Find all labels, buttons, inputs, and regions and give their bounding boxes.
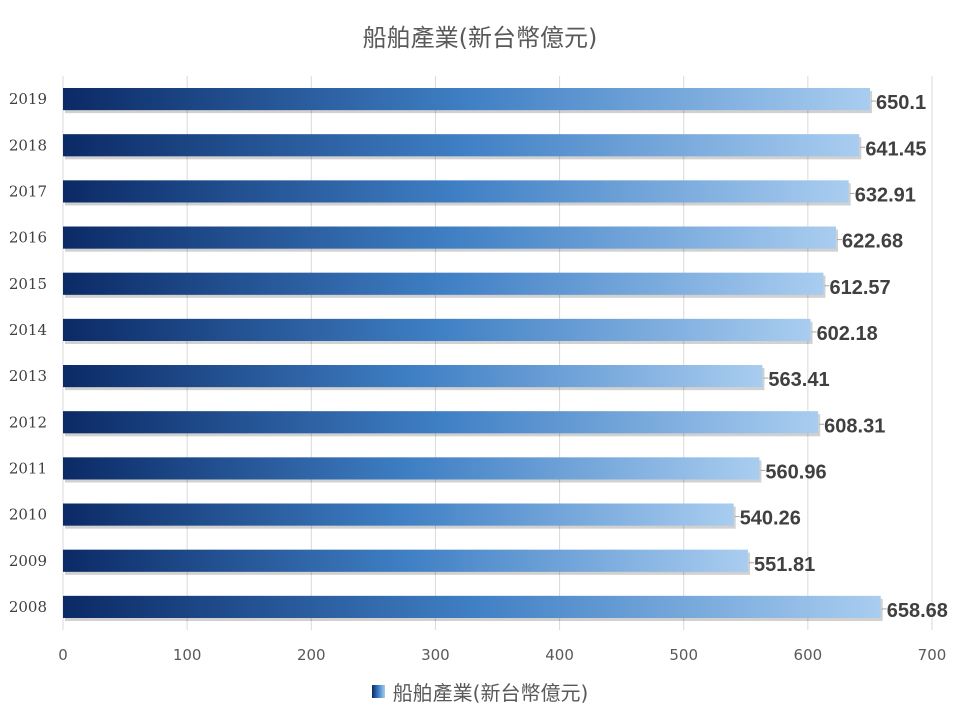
y-tick-label: 2011 bbox=[9, 459, 47, 477]
data-label: 551.81 bbox=[754, 554, 815, 576]
y-tick-label: 2013 bbox=[9, 367, 47, 385]
y-tick-label: 2017 bbox=[9, 182, 47, 200]
y-tick-label: 2015 bbox=[9, 275, 47, 293]
x-tick-label: 200 bbox=[297, 646, 326, 664]
data-label: 641.45 bbox=[865, 138, 926, 160]
bar bbox=[63, 411, 819, 434]
data-label: 560.96 bbox=[765, 461, 826, 483]
x-tick-label: 600 bbox=[794, 646, 823, 664]
x-tick-label: 500 bbox=[669, 646, 698, 664]
bar bbox=[63, 88, 871, 111]
data-label: 608.31 bbox=[824, 415, 885, 437]
bar bbox=[63, 549, 749, 572]
legend-label: 船舶產業(新台幣億元) bbox=[392, 681, 589, 705]
bar bbox=[63, 503, 734, 526]
data-label: 650.1 bbox=[876, 92, 926, 114]
y-tick-label: 2018 bbox=[9, 136, 47, 154]
legend: 船舶產業(新台幣億元) bbox=[0, 677, 960, 706]
bar bbox=[63, 318, 811, 341]
y-tick-label: 2012 bbox=[9, 413, 47, 431]
bar bbox=[63, 272, 824, 295]
data-label: 602.18 bbox=[817, 323, 878, 345]
data-labels: 658.68 551.81 540.26 560.96 608.31 563.41 602.… bbox=[734, 92, 948, 622]
y-tick-label: 2014 bbox=[9, 321, 47, 339]
data-label: 563.41 bbox=[768, 369, 829, 391]
y-tick-label: 2008 bbox=[9, 598, 47, 616]
x-tick-label: 400 bbox=[545, 646, 574, 664]
legend-swatch bbox=[371, 685, 385, 698]
y-tick-label: 2009 bbox=[9, 552, 47, 570]
bar bbox=[63, 134, 860, 157]
data-label: 632.91 bbox=[855, 184, 916, 206]
bar bbox=[63, 365, 763, 388]
data-label: 622.68 bbox=[842, 231, 903, 253]
bar bbox=[63, 595, 881, 618]
data-label: 658.68 bbox=[887, 600, 948, 622]
y-tick-label: 2016 bbox=[9, 229, 47, 247]
axis: 0 100 200 300 400 500 600 700 2008 2009 2010 2011 20… bbox=[9, 76, 947, 664]
bar bbox=[63, 226, 837, 249]
x-tick-label: 0 bbox=[58, 646, 68, 664]
x-tick-label: 100 bbox=[173, 646, 202, 664]
data-label: 612.57 bbox=[829, 277, 890, 299]
bars bbox=[63, 88, 883, 621]
y-tick-label: 2010 bbox=[9, 506, 47, 524]
chart-title: 船舶產業(新台幣億元) bbox=[362, 24, 598, 52]
x-tick-label: 300 bbox=[421, 646, 450, 664]
data-label: 540.26 bbox=[740, 508, 801, 530]
y-tick-label: 2019 bbox=[9, 90, 47, 108]
bar bbox=[63, 180, 849, 203]
bar bbox=[63, 457, 760, 480]
x-tick-label: 700 bbox=[918, 646, 947, 664]
